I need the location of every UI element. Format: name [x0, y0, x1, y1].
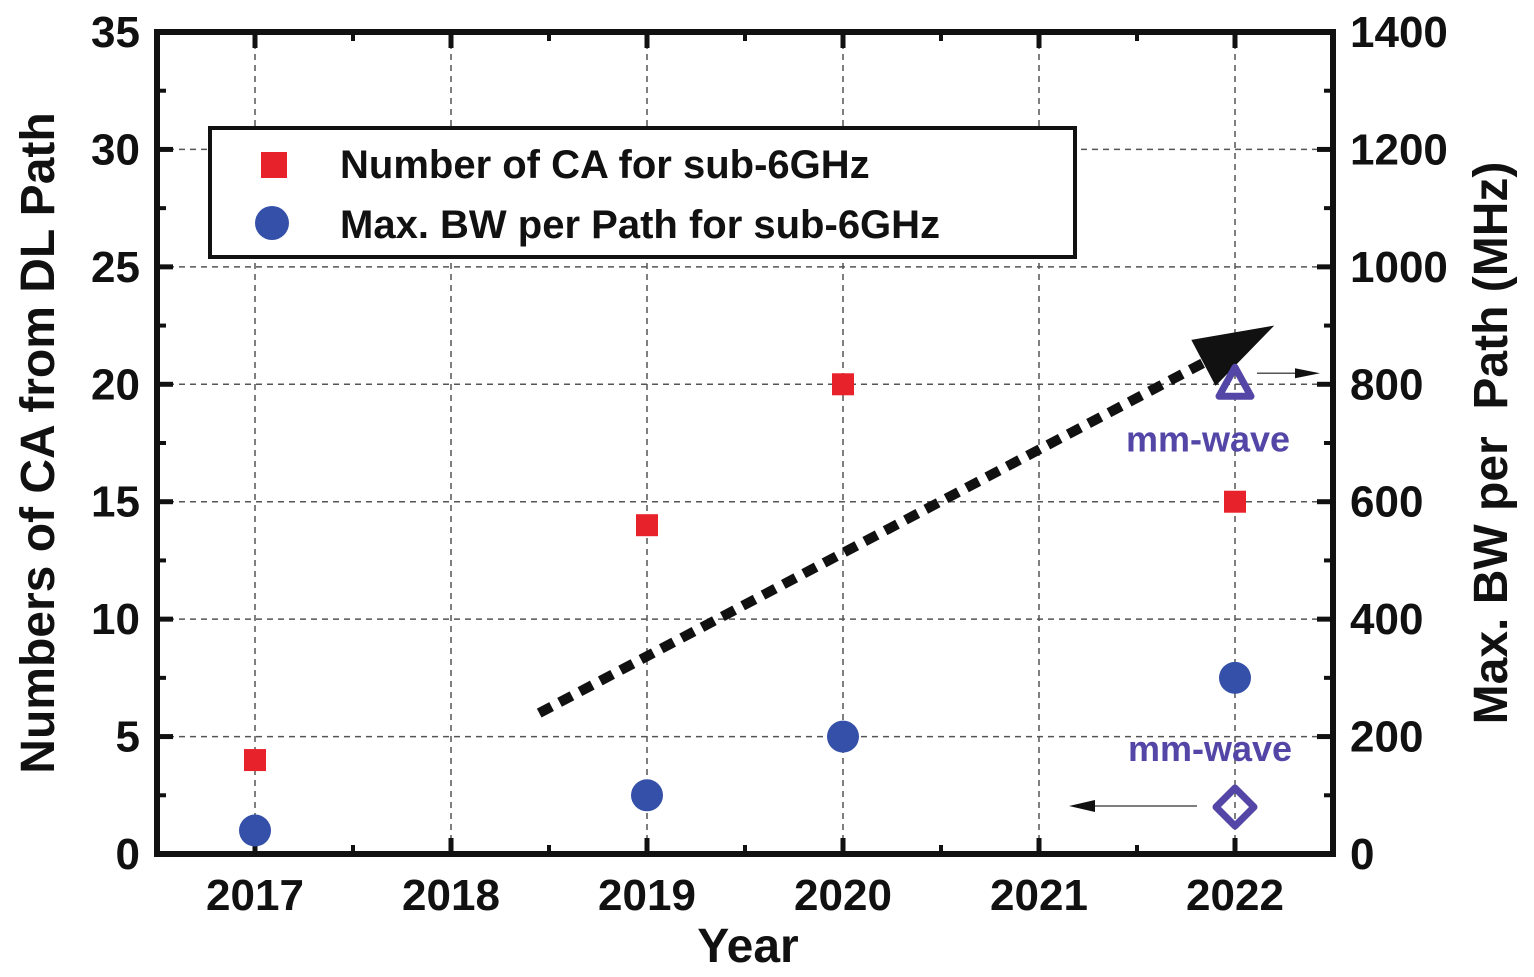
data-point-bw: [827, 720, 859, 753]
mmwave-left-arrow-head: [1069, 800, 1095, 813]
plot-frame: [154, 29, 1336, 857]
y-left-tick-label: 15: [91, 478, 140, 527]
y-right-tick-label: 1000: [1350, 243, 1448, 292]
y-left-tick-label: 5: [116, 713, 140, 762]
y-right-tick-labels: 0 200 400 600 800 1000 1200 1400: [1350, 8, 1448, 879]
data-point-mmwave-ca: [1212, 784, 1258, 830]
x-tick-label: 2020: [794, 871, 892, 920]
data-point-ca: [244, 749, 266, 772]
y-left-tick-label: 30: [91, 125, 140, 174]
y-left-tick-label: 10: [91, 595, 140, 644]
y-left-axis-title: Numbers of CA from DL Path: [12, 112, 65, 773]
data-point-ca: [832, 373, 854, 396]
trend-arrow: [536, 325, 1275, 718]
y-left-tick-label: 0: [116, 830, 140, 879]
data-point-ca: [636, 514, 658, 537]
y-left-tick-label: 25: [91, 243, 140, 292]
legend-label-ca: Number of CA for sub-6GHz: [340, 143, 870, 187]
trend-arrow-head: [1191, 325, 1275, 386]
data-point-bw: [239, 814, 271, 847]
data-point-bw: [1219, 661, 1251, 694]
trend-arrow-shaft: [536, 353, 1215, 718]
data-point-ca: [1224, 490, 1246, 513]
x-tick-label: 2017: [206, 871, 304, 920]
y-right-tick-label: 1200: [1350, 125, 1448, 174]
x-tick-label: 2019: [598, 871, 696, 920]
data-point-mmwave-bw: [1215, 363, 1255, 400]
y-right-tick-label: 1400: [1350, 8, 1448, 57]
mmwave-right-arrow-head: [1295, 368, 1320, 379]
legend: Number of CA for sub-6GHz Max. BW per Pa…: [208, 126, 1077, 259]
legend-label-bw: Max. BW per Path for sub-6GHz: [340, 203, 940, 247]
y-right-tick-label: 400: [1350, 595, 1423, 644]
x-tick-label: 2022: [1186, 871, 1284, 920]
mmwave-label-bottom: mm-wave: [1128, 728, 1292, 769]
y-left-tick-label: 35: [91, 8, 140, 57]
data-point-bw: [631, 779, 663, 812]
legend-marker-circle: [255, 206, 289, 240]
y-right-tick-label: 800: [1350, 360, 1423, 409]
x-tick-labels: 2017 2018 2019 2020 2021 2022: [206, 871, 1284, 920]
annotations: mm-wave mm-wave: [1069, 368, 1320, 813]
y-right-tick-label: 600: [1350, 478, 1423, 527]
legend-marker-square: [261, 152, 287, 178]
x-tick-label: 2021: [990, 871, 1088, 920]
x-tick-label: 2018: [402, 871, 500, 920]
y-left-tick-label: 20: [91, 360, 140, 409]
data-marks: [239, 363, 1258, 847]
y-right-tick-label: 0: [1350, 830, 1374, 879]
legend-box: [208, 126, 1077, 259]
x-axis-title: Year: [697, 920, 798, 973]
y-left-tick-labels: 0 5 10 15 20 25 30 35: [91, 8, 140, 879]
y-right-tick-label: 200: [1350, 713, 1423, 762]
mmwave-label-top: mm-wave: [1126, 418, 1290, 459]
y-right-axis-title: Max. BW per Path (MHz): [1465, 162, 1518, 725]
